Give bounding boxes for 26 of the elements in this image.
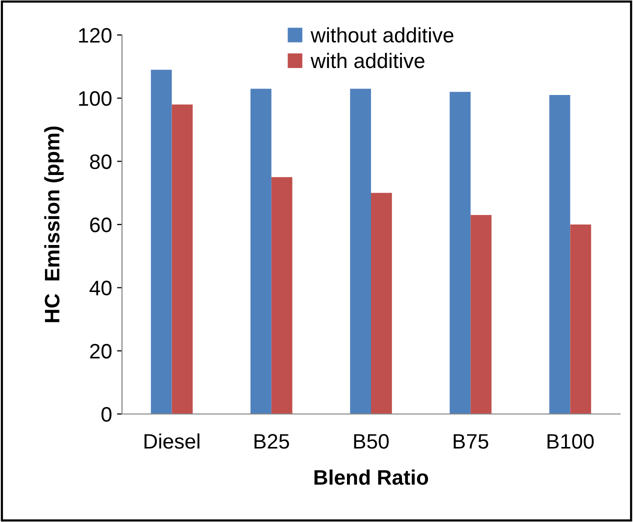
y-tick-label: 120 — [79, 28, 112, 43]
x-tick-label: B100 — [548, 434, 594, 449]
y-tick-label: 20 — [90, 344, 112, 359]
bar — [271, 177, 292, 414]
bar — [549, 95, 570, 414]
y-tick-label: 80 — [90, 154, 112, 170]
bar — [172, 104, 193, 414]
bar — [371, 192, 392, 414]
x-tick-label: B75 — [454, 434, 488, 449]
legend-label: with additive — [310, 52, 424, 68]
y-tick-label: 40 — [90, 280, 112, 296]
bar — [250, 88, 272, 414]
bar — [570, 224, 592, 414]
x-tick-label: B25 — [254, 434, 290, 449]
bar — [350, 88, 371, 414]
bar — [450, 92, 471, 414]
y-tick-label: 100 — [79, 91, 112, 106]
x-tick-label: Diesel — [144, 433, 200, 449]
legend-label: without additive — [310, 27, 454, 43]
y-tick-label: 60 — [90, 218, 112, 232]
y-axis-title: HC Emission (ppm) — [44, 126, 64, 322]
x-tick-label: B50 — [354, 434, 389, 449]
bar — [470, 215, 492, 414]
y-tick-label: 0 — [102, 407, 112, 422]
bar — [150, 70, 172, 414]
x-axis-title: Blend Ratio — [314, 470, 428, 485]
